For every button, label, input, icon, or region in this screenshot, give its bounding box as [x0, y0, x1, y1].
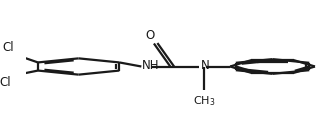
- Text: CH$_3$: CH$_3$: [192, 94, 215, 108]
- Text: N: N: [201, 59, 210, 72]
- Text: O: O: [145, 29, 154, 42]
- Text: NH: NH: [142, 59, 160, 72]
- Text: Cl: Cl: [0, 76, 11, 89]
- Text: Cl: Cl: [2, 41, 14, 54]
